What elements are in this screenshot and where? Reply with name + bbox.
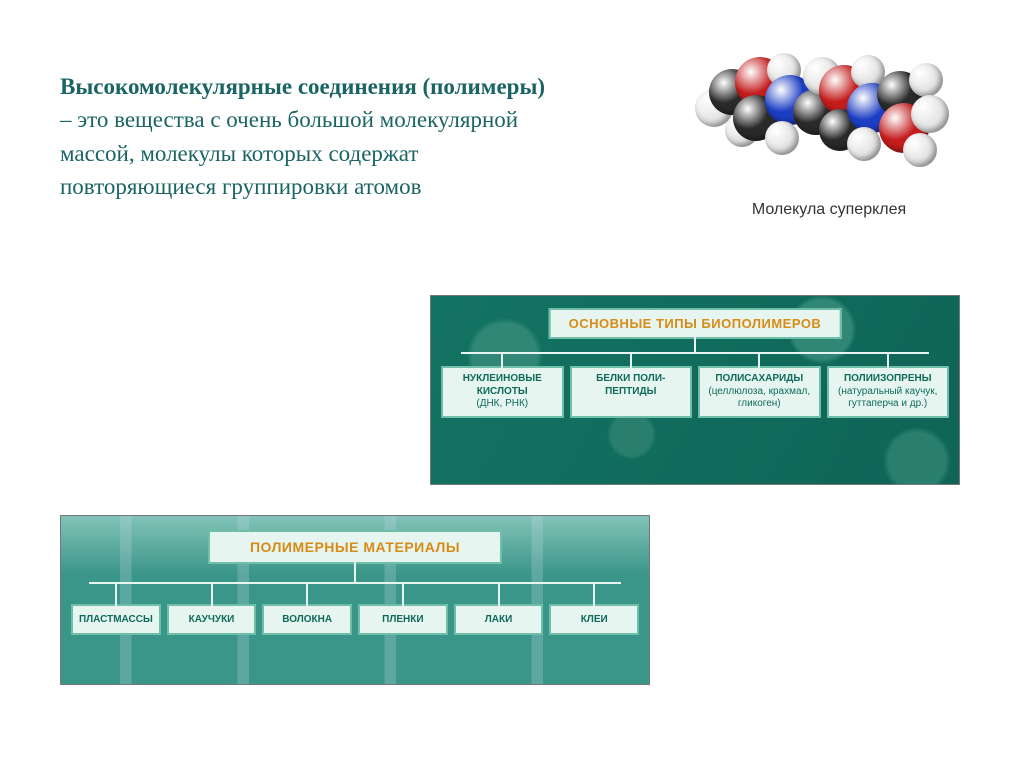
biopolymer-item-sub: (натуральный каучук, гуттаперча и др.) [832, 386, 945, 411]
materials-items: ПЛАСТМАССЫКАУЧУКИВОЛОКНАПЛЕНКИЛАКИКЛЕИ [71, 604, 639, 635]
molecule-caption: Молекула суперклея [699, 201, 959, 219]
biopolymer-item: ПОЛИИЗОПРЕНЫ(натуральный каучук, гуттапе… [827, 366, 950, 418]
biopolymer-item-title: БЕЛКИ ПОЛИ-ПЕПТИДЫ [575, 373, 688, 398]
material-item: ВОЛОКНА [262, 604, 352, 635]
material-item: КАУЧУКИ [167, 604, 257, 635]
biopolymer-item-title: ПОЛИСАХАРИДЫ [703, 373, 816, 386]
atom [911, 95, 949, 133]
atom [847, 127, 881, 161]
material-item: ПЛЕНКИ [358, 604, 448, 635]
materials-title: ПОЛИМЕРНЫЕ МАТЕРИАЛЫ [208, 530, 502, 564]
biopolymer-item: ПОЛИСАХАРИДЫ(целлюлоза, крахмал, гликоге… [698, 366, 821, 418]
hbar [461, 352, 929, 354]
biopolymer-item: НУКЛЕИНОВЫЕ КИСЛОТЫ(ДНК, РНК) [441, 366, 564, 418]
definition-text: Высокомолекулярные соединения (полимеры)… [60, 70, 560, 203]
material-item: КЛЕИ [549, 604, 639, 635]
hbar [89, 582, 621, 584]
biopolymer-item-title: ПОЛИИЗОПРЕНЫ [832, 373, 945, 386]
definition-bold: Высокомолекулярные соединения (полимеры) [60, 74, 545, 99]
biopolymer-item-sub: (целлюлоза, крахмал, гликоген) [703, 386, 816, 411]
material-item: ЛАКИ [454, 604, 544, 635]
connector [694, 336, 696, 352]
definition-rest: – это вещества с очень большой молекуляр… [60, 107, 518, 199]
molecule-model [704, 60, 954, 195]
slide: Высокомолекулярные соединения (полимеры)… [0, 0, 1024, 767]
atom [903, 133, 937, 167]
biopolymer-item: БЕЛКИ ПОЛИ-ПЕПТИДЫ [570, 366, 693, 418]
biopolymer-item-sub: (ДНК, РНК) [446, 398, 559, 411]
material-item: ПЛАСТМАССЫ [71, 604, 161, 635]
biopolymer-item-title: НУКЛЕИНОВЫЕ КИСЛОТЫ [446, 373, 559, 398]
biopolymers-panel: ОСНОВНЫЕ ТИПЫ БИОПОЛИМЕРОВ НУКЛЕИНОВЫЕ К… [430, 295, 960, 485]
biopolymers-items: НУКЛЕИНОВЫЕ КИСЛОТЫ(ДНК, РНК) БЕЛКИ ПОЛИ-… [441, 366, 949, 418]
molecule-figure: Молекула суперклея [699, 60, 959, 219]
biopolymers-title: ОСНОВНЫЕ ТИПЫ БИОПОЛИМЕРОВ [549, 308, 842, 339]
atom [909, 63, 943, 97]
connector [354, 562, 356, 582]
atom [765, 121, 799, 155]
materials-panel: ПОЛИМЕРНЫЕ МАТЕРИАЛЫ ПЛАСТМАССЫКАУЧУКИВО… [60, 515, 650, 685]
